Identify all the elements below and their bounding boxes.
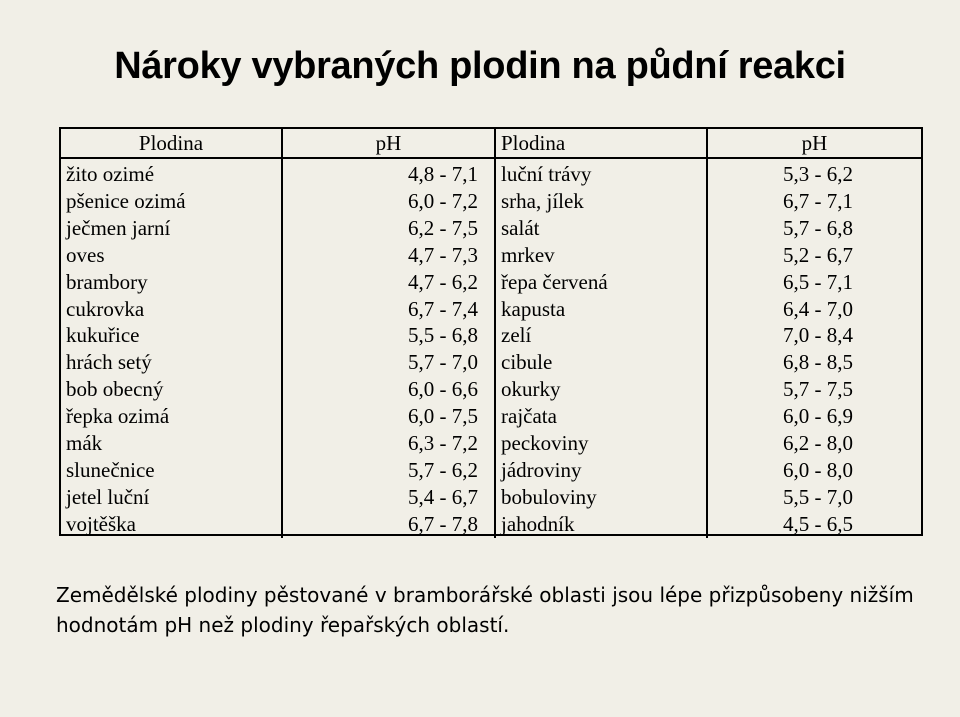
cell-ph: 6,0 - 7,2 (282, 187, 496, 215)
cell-crop: žito ozimé (61, 158, 283, 188)
cell-ph: 5,5 - 6,8 (282, 322, 496, 350)
table-row: pšenice ozimá 6,0 - 7,2 srha, jílek 6,7 - 7… (61, 187, 921, 215)
table-row: mák 6,3 - 7,2 peckoviny 6,2 - 8,0 (61, 430, 921, 457)
cell-crop-2: luční trávy (495, 158, 708, 188)
table-row: vojtěška 6,7 - 7,8 jahodník 4,5 - 6,5 (61, 510, 921, 538)
cell-ph-2: 5,7 - 7,5 (783, 377, 853, 402)
cell-crop-2: salát (495, 214, 708, 242)
table-row: bob obecný 6,0 - 6,6 okurky 5,7 - 7,5 (61, 376, 921, 404)
column-header-crop-2: Plodina (495, 129, 708, 159)
cell-ph-2: 6,5 - 7,1 (783, 269, 853, 294)
table-row: ječmen jarní 6,2 - 7,5 salát 5,7 - 6,8 (61, 214, 921, 242)
cell-ph: 6,3 - 7,2 (282, 430, 496, 457)
table-body: žito ozimé 4,8 - 7,1 luční trávy 5,3 - 6,2 p… (61, 158, 921, 538)
table-row: kukuřice 5,5 - 6,8 zelí 7,0 - 8,4 (61, 322, 921, 350)
cell-crop: oves (61, 241, 283, 269)
cell-ph-2: 5,3 - 6,2 (783, 162, 853, 186)
cell-crop-2: okurky (495, 376, 708, 404)
cell-ph-2: 6,8 - 8,5 (783, 350, 853, 375)
table-row: žito ozimé 4,8 - 7,1 luční trávy 5,3 - 6,2 (61, 158, 921, 188)
cell-ph-2: 6,2 - 8,0 (783, 431, 853, 456)
cell-ph-2: 6,7 - 7,1 (783, 188, 853, 213)
cell-crop-2: kapusta (495, 295, 708, 323)
crop-ph-table-grid: Plodina pH Plodina pH žito ozimé 4,8 - 7,… (61, 129, 921, 538)
column-header-crop: Plodina (61, 129, 283, 159)
cell-ph: 4,7 - 7,3 (282, 241, 496, 269)
cell-ph: 6,2 - 7,5 (282, 214, 496, 242)
cell-crop-2: zelí (495, 322, 708, 350)
cell-crop: bob obecný (61, 376, 283, 404)
footnote-line-2: hodnotám pH než plodiny řepařských oblas… (56, 613, 510, 637)
cell-crop-2: peckoviny (495, 430, 708, 457)
cell-ph-2: 6,0 - 8,0 (783, 457, 853, 482)
cell-crop-2: srha, jílek (495, 187, 708, 215)
column-header-ph: pH (282, 129, 496, 159)
footnote: Zemědělské plodiny pěstované v bramborář… (56, 580, 916, 640)
cell-crop-2: rajčata (495, 403, 708, 431)
table-row: brambory 4,7 - 6,2 řepa červená 6,5 - 7,1 (61, 268, 921, 296)
cell-ph: 6,7 - 7,4 (282, 295, 496, 323)
cell-crop: vojtěška (61, 510, 283, 538)
cell-ph-2: 5,7 - 6,8 (783, 215, 853, 240)
column-header-ph-2: pH (707, 129, 921, 159)
cell-crop: slunečnice (61, 456, 283, 484)
cell-ph: 4,8 - 7,1 (282, 158, 496, 188)
table-row: hrách setý 5,7 - 7,0 cibule 6,8 - 8,5 (61, 349, 921, 377)
crop-ph-table: Plodina pH Plodina pH žito ozimé 4,8 - 7,… (59, 127, 923, 538)
table-row: cukrovka 6,7 - 7,4 kapusta 6,4 - 7,0 (61, 295, 921, 323)
cell-ph: 6,0 - 7,5 (282, 403, 496, 431)
cell-ph-2: 7,0 - 8,4 (783, 323, 853, 348)
cell-crop: cukrovka (61, 295, 283, 323)
cell-crop: brambory (61, 268, 283, 296)
cell-ph: 4,7 - 6,2 (282, 268, 496, 296)
cell-crop-2: řepa červená (495, 268, 708, 296)
cell-ph: 6,7 - 7,8 (282, 510, 496, 538)
cell-ph: 6,0 - 6,6 (282, 376, 496, 404)
cell-ph: 5,4 - 6,7 (282, 483, 496, 511)
cell-crop: pšenice ozimá (61, 187, 283, 215)
cell-crop-2: jahodník (495, 510, 708, 538)
cell-ph-2: 5,2 - 6,7 (783, 242, 853, 267)
cell-crop: jetel luční (61, 483, 283, 511)
table-row: řepka ozimá 6,0 - 7,5 rajčata 6,0 - 6,9 (61, 403, 921, 431)
cell-crop: řepka ozimá (61, 403, 283, 431)
cell-crop: mák (61, 430, 283, 457)
cell-ph: 5,7 - 6,2 (282, 456, 496, 484)
cell-ph: 5,7 - 7,0 (282, 349, 496, 377)
cell-ph-2: 5,5 - 7,0 (783, 484, 853, 509)
cell-ph-2: 4,5 - 6,5 (783, 511, 853, 536)
table-row: jetel luční 5,4 - 6,7 bobuloviny 5,5 - 7,0 (61, 483, 921, 511)
footnote-line-1: Zemědělské plodiny pěstované v bramborář… (56, 583, 914, 607)
table-header-row: Plodina pH Plodina pH (61, 129, 921, 159)
cell-crop: kukuřice (61, 322, 283, 350)
cell-crop-2: cibule (495, 349, 708, 377)
cell-crop-2: jádroviny (495, 456, 708, 484)
cell-ph-2: 6,0 - 6,9 (783, 404, 853, 429)
cell-crop: ječmen jarní (61, 214, 283, 242)
cell-ph-2: 6,4 - 7,0 (783, 296, 853, 321)
page-title: Nároky vybraných plodin na půdní reakci (114, 45, 846, 87)
cell-crop-2: mrkev (495, 241, 708, 269)
cell-crop-2: bobuloviny (495, 483, 708, 511)
cell-crop: hrách setý (61, 349, 283, 377)
table-row: slunečnice 5,7 - 6,2 jádroviny 6,0 - 8,0 (61, 456, 921, 484)
table-row: oves 4,7 - 7,3 mrkev 5,2 - 6,7 (61, 241, 921, 269)
